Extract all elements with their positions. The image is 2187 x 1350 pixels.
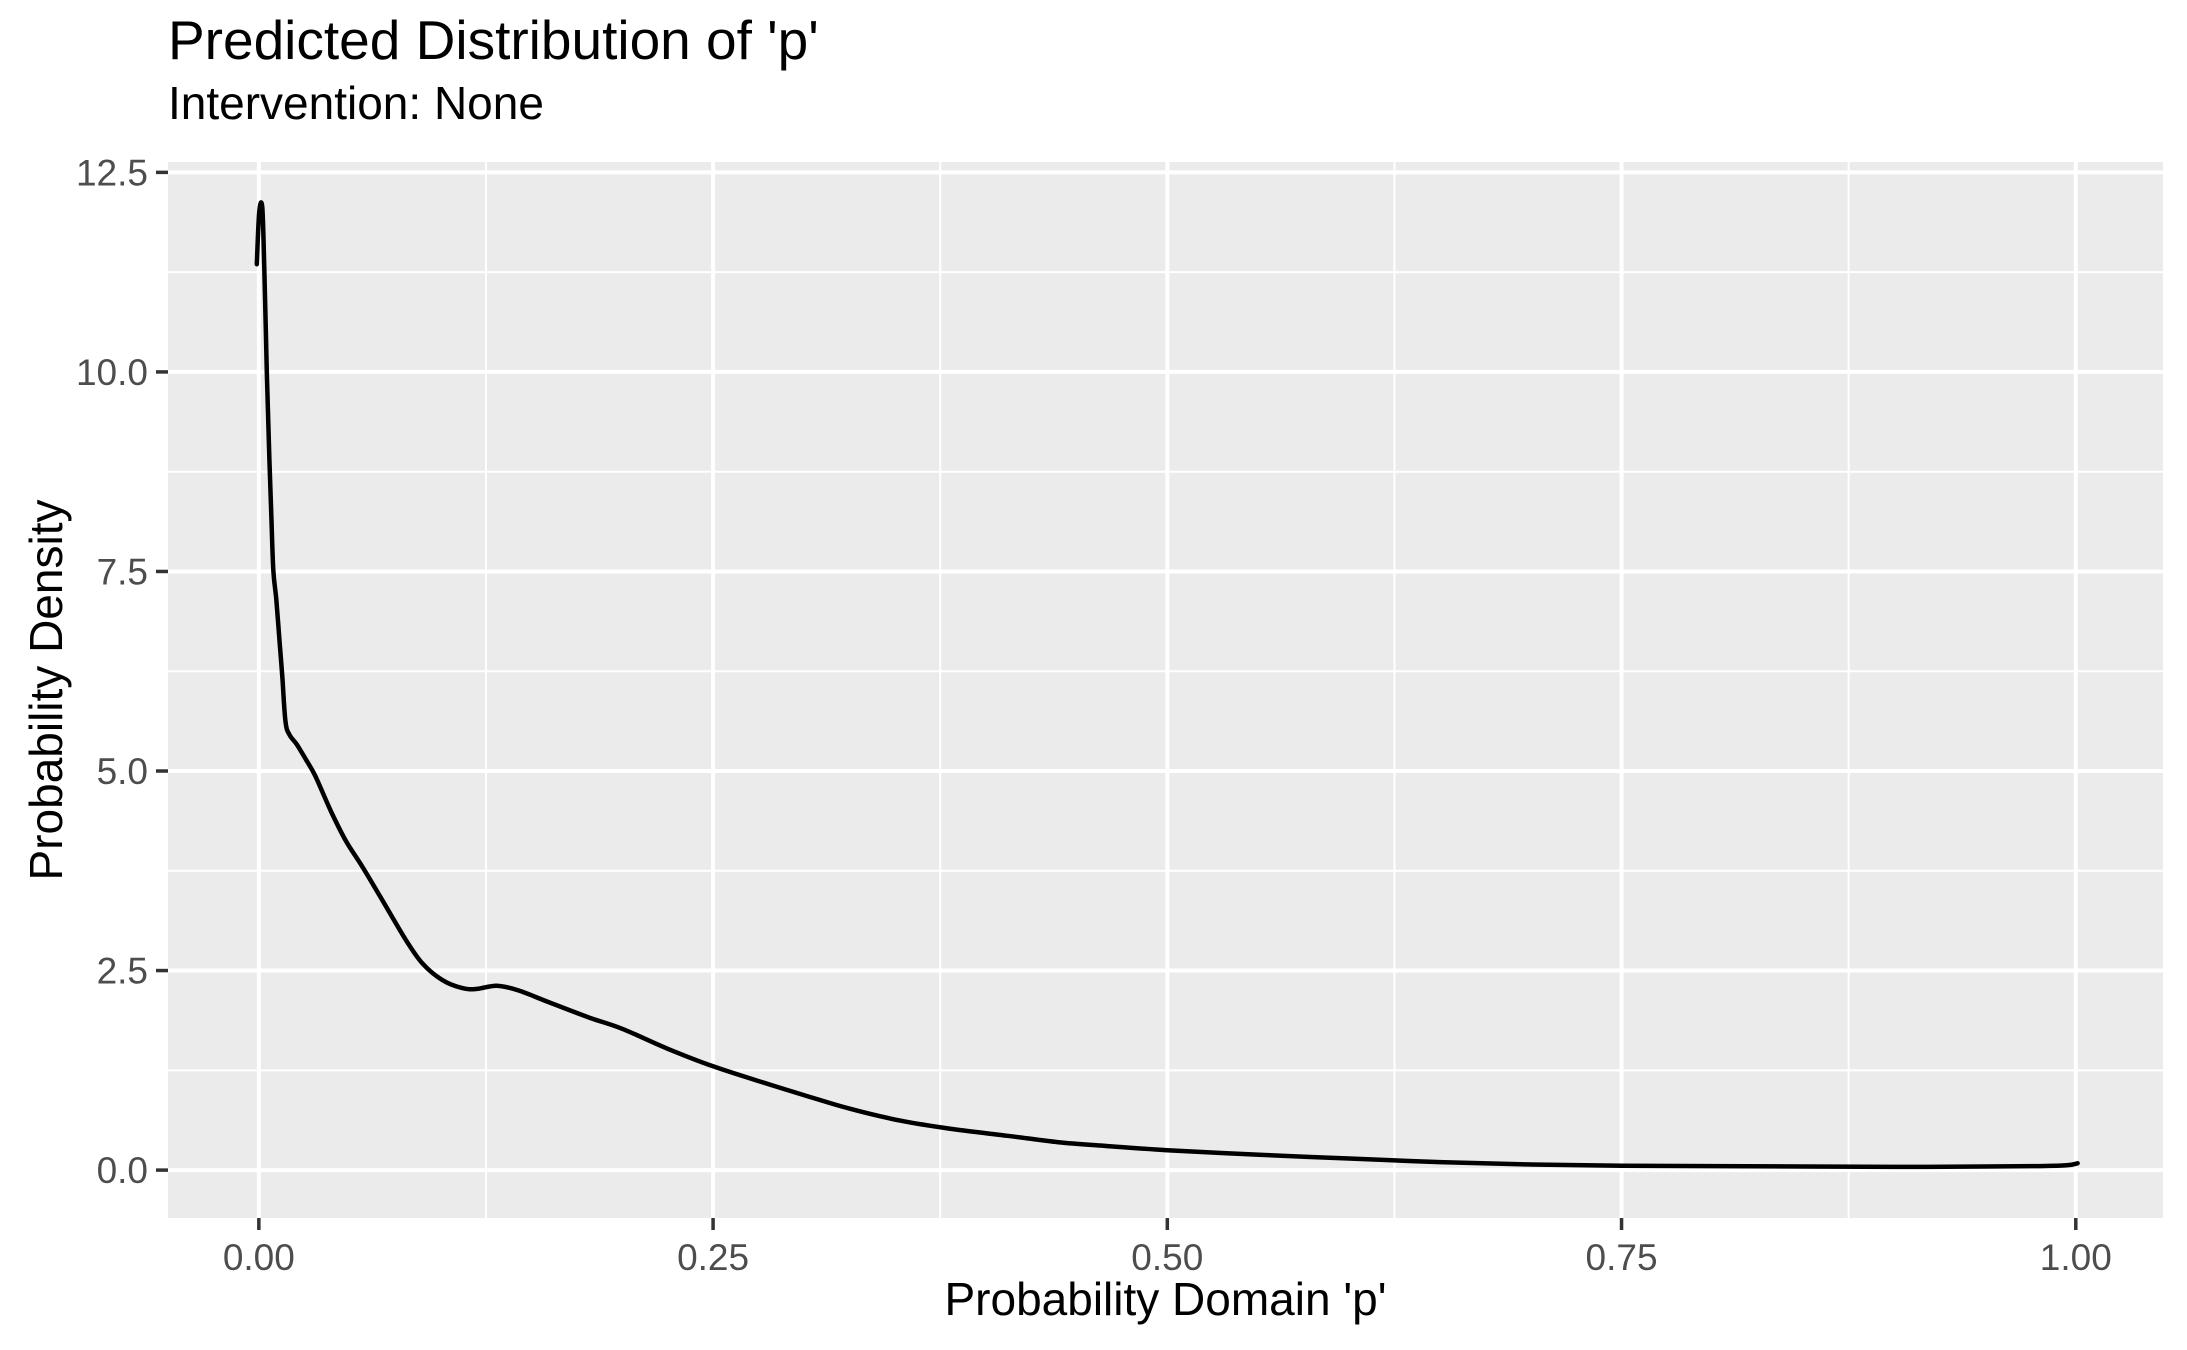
x-axis-title: Probability Domain 'p' — [944, 1273, 1387, 1325]
y-tick-label: 0.0 — [97, 1150, 148, 1191]
x-tick-label: 0.75 — [1586, 1237, 1658, 1278]
x-tick-label: 0.25 — [677, 1237, 749, 1278]
x-tick-label: 0.00 — [223, 1237, 295, 1278]
y-tick-label: 5.0 — [97, 751, 148, 792]
y-tick-label: 12.5 — [76, 152, 148, 193]
y-tick-label: 2.5 — [97, 951, 148, 992]
plot-subtitle: Intervention: None — [168, 77, 544, 129]
y-axis-title: Probability Density — [20, 499, 72, 881]
y-tick-label: 7.5 — [97, 551, 148, 592]
y-tick-label: 10.0 — [76, 352, 148, 393]
x-tick-label: 1.00 — [2040, 1237, 2112, 1278]
x-tick-label: 0.50 — [1131, 1237, 1203, 1278]
density-curve — [254, 200, 2080, 1170]
plot-title: Predicted Distribution of 'p' — [168, 9, 819, 71]
